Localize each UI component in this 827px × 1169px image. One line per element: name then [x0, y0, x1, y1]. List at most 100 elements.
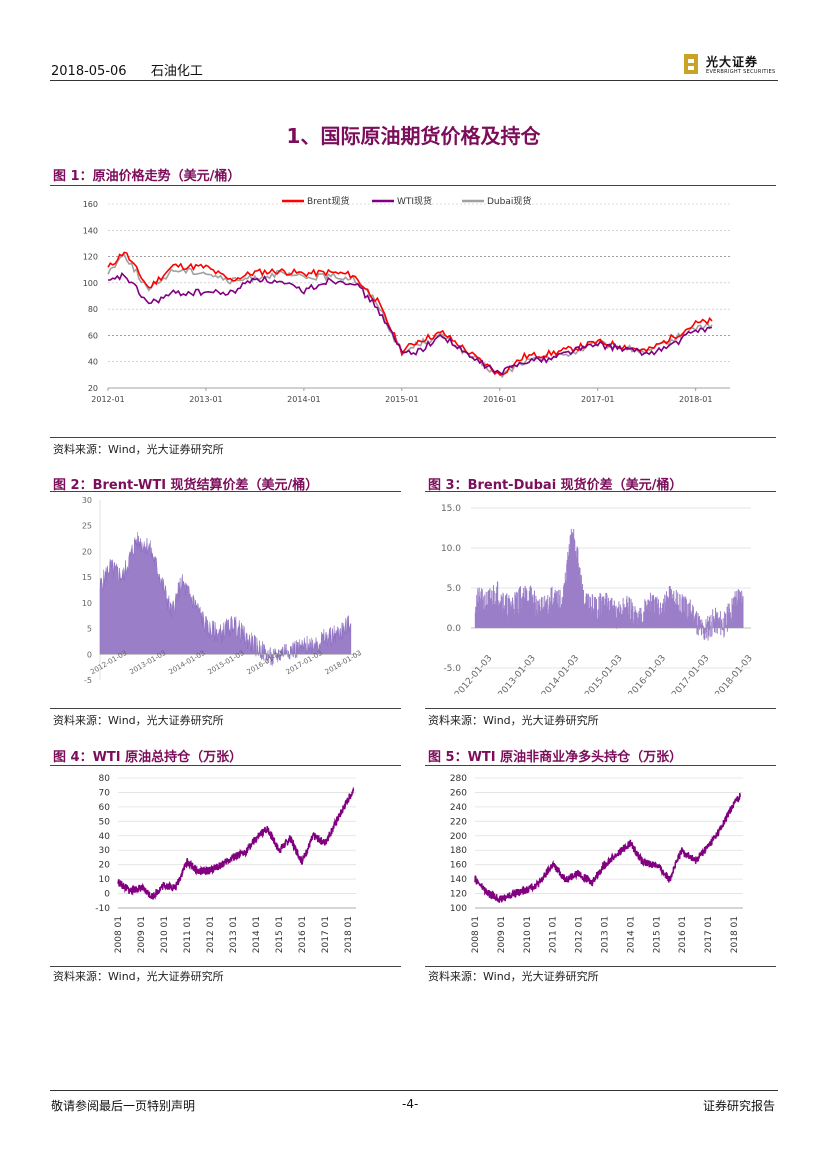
chart-2-y-tick: 10	[82, 599, 92, 608]
figure-2-top-rule	[50, 491, 401, 492]
chart-3-x-tick: 2014-01-03	[540, 653, 581, 694]
figure-2-bottom-rule	[50, 708, 401, 709]
chart-3-x-tick: 2018-01-03	[714, 653, 755, 694]
chart-5-y-tick: 120	[450, 890, 467, 900]
footer-report-type: 证券研究报告	[703, 1099, 776, 1113]
figure-3-bottom-rule	[425, 708, 776, 709]
chart-4-y-tick: 20	[99, 861, 111, 871]
page-number: -4-	[402, 1097, 419, 1111]
header-date: 2018-05-06 石油化工	[51, 60, 203, 79]
chart-1-x-tick: 2012-01	[91, 395, 124, 404]
chart-1-legend-label: Brent现货	[307, 195, 349, 207]
chart-5-x-tick: 2017 01	[704, 916, 714, 953]
figure-5-bottom-rule	[425, 966, 776, 967]
report-date: 2018-05-06	[51, 64, 127, 79]
chart-1-x-tick: 2018-01	[679, 395, 712, 404]
chart-4-y-tick: -10	[95, 904, 110, 914]
chart-1-legend-label: Dubai现货	[487, 195, 531, 207]
figure-5-top-rule	[425, 765, 776, 766]
chart-5-y-tick: 100	[450, 904, 467, 914]
section-title: 1、国际原油期货价格及持仓	[286, 124, 541, 148]
chart-3-x-tick: 2017-01-03	[670, 653, 711, 694]
chart-4: 80 70 60 50 40 30 20 10 0 -10 2008 01 2009 01 2010 0…	[95, 774, 356, 953]
chart-3-y-tick: -5.0	[443, 664, 461, 674]
figure-1-top-rule	[50, 185, 776, 186]
chart-1-x-tick: 2017-01	[581, 395, 614, 404]
chart-5-y-tick: 240	[450, 803, 467, 813]
chart-2-y-tick: 20	[82, 547, 92, 556]
chart-5-x-tick: 2015 01	[652, 916, 662, 953]
chart-3-y-tick: 10.0	[441, 544, 461, 554]
figure-2-title: 图 2：Brent-WTI 现货结算价差（美元/桶）	[53, 478, 319, 493]
chart-4-x-tick: 2008 01	[114, 916, 124, 953]
chart-5-y-tick: 180	[450, 846, 467, 856]
chart-4-y-tick: 30	[99, 846, 111, 856]
chart-4-x-tick: 2011 01	[183, 916, 193, 953]
figure-3-source: 资料来源：Wind，光大证券研究所	[428, 714, 599, 727]
chart-4-x-tick: 2012 01	[206, 916, 216, 953]
chart-3-y-tick: 0.0	[447, 624, 462, 634]
chart-4-x-tick: 2010 01	[160, 916, 170, 953]
chart-1-series-line	[107, 251, 713, 376]
logo-text-cn: 光大证券	[706, 55, 759, 69]
chart-4-y-tick: 40	[99, 832, 111, 842]
chart-2-y-tick: 30	[82, 496, 92, 505]
chart-5-x-tick: 2008 01	[471, 916, 481, 953]
figure-3-top-rule	[425, 491, 776, 492]
chart-4-x-tick: 2009 01	[137, 916, 147, 953]
chart-4-x-tick: 2018 01	[344, 916, 354, 953]
logo-text-en: EVERBRIGHT SECURITIES	[706, 69, 776, 75]
chart-5-y-tick: 220	[450, 817, 467, 827]
chart-5-y-tick: 280	[450, 774, 467, 784]
chart-2-y-tick: 5	[87, 625, 92, 634]
chart-5-x-tick: 2010 01	[523, 916, 533, 953]
chart-4-x-tick: 2016 01	[298, 916, 308, 953]
chart-5-y-tick: 160	[450, 861, 467, 871]
chart-2-area	[99, 531, 352, 667]
chart-1-series-line	[107, 253, 713, 379]
chart-5-x-tick: 2013 01	[600, 916, 610, 953]
chart-1-y-tick: 60	[88, 331, 98, 340]
chart-1-y-tick: 140	[83, 226, 98, 235]
chart-5-x-tick: 2018 01	[730, 916, 740, 953]
chart-5-x-tick: 2012 01	[575, 916, 585, 953]
chart-5: 280 260 240 220 200 180 160 140 120 100 2008 01 200…	[450, 774, 743, 953]
chart-4-x-tick: 2014 01	[252, 916, 262, 953]
chart-5-x-tick: 2016 01	[678, 916, 688, 953]
chart-3-x-tick: 2015-01-03	[583, 653, 624, 694]
chart-1-y-tick: 120	[83, 253, 98, 262]
chart-4-y-tick: 10	[99, 875, 111, 885]
chart-5-x-tick: 2009 01	[497, 916, 507, 953]
chart-2-y-tick: -5	[84, 676, 92, 685]
chart-5-x-tick: 2011 01	[549, 916, 559, 953]
chart-1-y-tick: 20	[88, 384, 98, 393]
chart-3-y-tick: 15.0	[441, 504, 461, 514]
chart-4-y-tick: 80	[99, 774, 111, 784]
chart-4-x-tick: 2013 01	[229, 916, 239, 953]
figure-2-source: 资料来源：Wind，光大证券研究所	[53, 714, 224, 727]
chart-1-x-tick: 2014-01	[287, 395, 320, 404]
footer-rule	[50, 1090, 778, 1091]
chart-3-x-tick: 2013-01-03	[497, 653, 538, 694]
chart-4-y-tick: 60	[99, 803, 111, 813]
chart-1-legend-label: WTI现货	[397, 195, 432, 207]
chart-4-x-tick: 2015 01	[275, 916, 285, 953]
chart-2-y-tick: 15	[82, 573, 92, 582]
figure-1-source: 资料来源：Wind，光大证券研究所	[53, 443, 224, 456]
figure-1-bottom-rule	[50, 437, 776, 438]
chart-4-y-tick: 50	[99, 817, 111, 827]
chart-4-y-tick: 70	[99, 788, 111, 798]
figure-5-title: 图 5：WTI 原油非商业净多头持仓（万张）	[428, 750, 683, 765]
report-sector: 石油化工	[150, 64, 203, 79]
chart-5-series-line	[474, 792, 741, 904]
chart-4-y-tick: 0	[104, 890, 110, 900]
header-rule	[50, 80, 778, 81]
figure-4-bottom-rule	[50, 966, 401, 967]
chart-1: 160 140 120 100 80 60 40 20 2012-01 2013-01 2014-0…	[83, 195, 730, 404]
chart-3-y-tick: 5.0	[447, 584, 462, 594]
chart-1-series-line	[108, 272, 713, 376]
chart-1-x-tick: 2016-01	[483, 395, 516, 404]
logo-mark-icon	[684, 54, 698, 74]
